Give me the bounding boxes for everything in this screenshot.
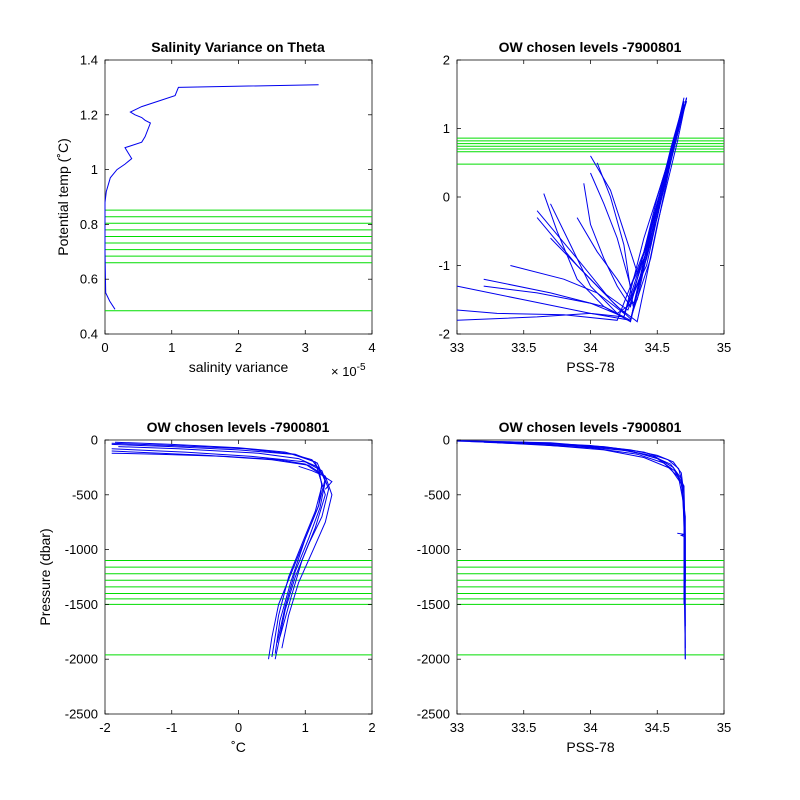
profile-line <box>114 441 326 654</box>
x-tick-label: 33.5 <box>511 340 536 355</box>
x-tick-label: 4 <box>368 340 375 355</box>
profile-line <box>104 84 319 310</box>
x-ticks: 33 33.5 34 34.5 35 <box>450 440 731 735</box>
x-multiplier-exponent: -5 <box>357 362 366 373</box>
panel-temperature-pressure: OW chosen levels -7900801 -2 -1 0 1 2 -2500-… <box>37 419 376 755</box>
y-tick-label: -2000 <box>65 652 98 667</box>
profile-line <box>523 442 686 583</box>
y-tick-label: 0.8 <box>80 217 98 232</box>
x-tick-label: 34.5 <box>645 340 670 355</box>
plot-area <box>104 59 373 335</box>
panel-theta-salinity: OW chosen levels -7900801 33 33.5 34 34.5 35… <box>438 39 731 375</box>
chosen-levels <box>105 560 372 656</box>
x-tick-label: 33 <box>450 340 464 355</box>
x-tick-label: 0 <box>101 340 108 355</box>
profile-line <box>111 452 326 638</box>
x-tick-label: 33 <box>450 720 464 735</box>
x-axis-multiplier: × 10-5 <box>331 362 366 379</box>
x-tick-label: 33.5 <box>511 720 536 735</box>
chosen-levels <box>457 137 724 165</box>
x-tick-label: -1 <box>166 720 178 735</box>
y-tick-label: -1500 <box>65 597 98 612</box>
x-tick-label: 0 <box>235 720 242 735</box>
y-ticks: -2500 -2000 -1500 -1000 -500 0 <box>417 433 724 722</box>
x-tick-label: 35 <box>717 720 731 735</box>
profile-line <box>111 443 323 660</box>
y-tick-label: 1 <box>443 121 450 136</box>
y-axis-label: Potential temp (˚C) <box>55 138 71 255</box>
y-tick-label: 0.6 <box>80 272 98 287</box>
x-tick-label: 34.5 <box>645 720 670 735</box>
x-tick-label: 2 <box>368 720 375 735</box>
y-tick-label: -1 <box>438 258 450 273</box>
y-tick-label: -1500 <box>417 597 450 612</box>
y-tick-label: -500 <box>424 487 450 502</box>
y-tick-label: 0 <box>443 433 450 448</box>
y-tick-label: -500 <box>72 487 98 502</box>
y-ticks: -2500 -2000 -1500 -1000 -500 0 <box>65 433 372 722</box>
y-tick-label: -1000 <box>65 542 98 557</box>
y-axis-label: Pressure (dbar) <box>37 528 53 625</box>
panel-salinity-pressure: OW chosen levels -7900801 33 33.5 34 34.5 35… <box>417 419 731 755</box>
profile-line <box>536 107 685 320</box>
y-tick-label: 1.2 <box>80 107 98 122</box>
x-axis-label: PSS-78 <box>566 359 614 375</box>
y-tick-label: 0 <box>443 190 450 205</box>
x-axis-label: ˚C <box>231 739 246 755</box>
x-tick-label: -2 <box>99 720 111 735</box>
profile-line <box>536 107 685 311</box>
y-ticks: 0.4 0.6 0.8 1 1.2 1.4 <box>80 53 372 342</box>
profile-lines <box>456 97 688 323</box>
x-tick-label: 2 <box>235 340 242 355</box>
profile-line <box>298 465 333 490</box>
x-multiplier-base: × 10 <box>331 364 357 379</box>
x-ticks: 0 1 2 3 4 <box>101 60 376 355</box>
profile-line <box>576 104 685 301</box>
x-tick-label: 35 <box>717 340 731 355</box>
y-tick-label: -1000 <box>417 542 450 557</box>
profile-line <box>111 442 326 643</box>
y-tick-label: -2500 <box>417 707 450 722</box>
x-ticks: -2 -1 0 1 2 <box>99 440 376 735</box>
x-ticks: 33 33.5 34 34.5 35 <box>450 60 731 355</box>
y-tick-label: 1 <box>91 162 98 177</box>
x-tick-label: 1 <box>302 720 309 735</box>
profile-line <box>677 532 686 537</box>
profile-lines <box>111 441 333 660</box>
y-tick-label: 1.4 <box>80 53 98 68</box>
profile-line <box>118 446 323 658</box>
x-tick-label: 34 <box>583 720 597 735</box>
x-tick-label: 34 <box>583 340 597 355</box>
profile-lines <box>104 84 319 310</box>
y-tick-label: 0 <box>91 433 98 448</box>
y-tick-label: -2000 <box>417 652 450 667</box>
profile-line <box>596 100 685 307</box>
chosen-levels <box>457 560 724 656</box>
y-ticks: -2 -1 0 1 2 <box>438 53 724 342</box>
chart-title: OW chosen levels -7900801 <box>147 419 330 435</box>
x-tick-label: 3 <box>302 340 309 355</box>
chart-title: OW chosen levels -7900801 <box>499 419 682 435</box>
x-axis-label: PSS-78 <box>566 739 614 755</box>
y-tick-label: -2 <box>438 327 450 342</box>
y-tick-label: 0.4 <box>80 327 98 342</box>
profile-line <box>583 107 685 308</box>
y-tick-label: 2 <box>443 53 450 68</box>
x-axis-label: salinity variance <box>189 359 289 375</box>
profile-line <box>483 100 685 318</box>
profile-line <box>111 448 330 660</box>
chart-title: Salinity Variance on Theta <box>151 39 325 55</box>
chosen-levels <box>105 209 372 312</box>
y-tick-label: -2500 <box>65 707 98 722</box>
profile-line <box>456 440 686 660</box>
x-tick-label: 1 <box>168 340 175 355</box>
profile-lines <box>456 440 686 660</box>
chart-title: OW chosen levels -7900801 <box>499 39 682 55</box>
